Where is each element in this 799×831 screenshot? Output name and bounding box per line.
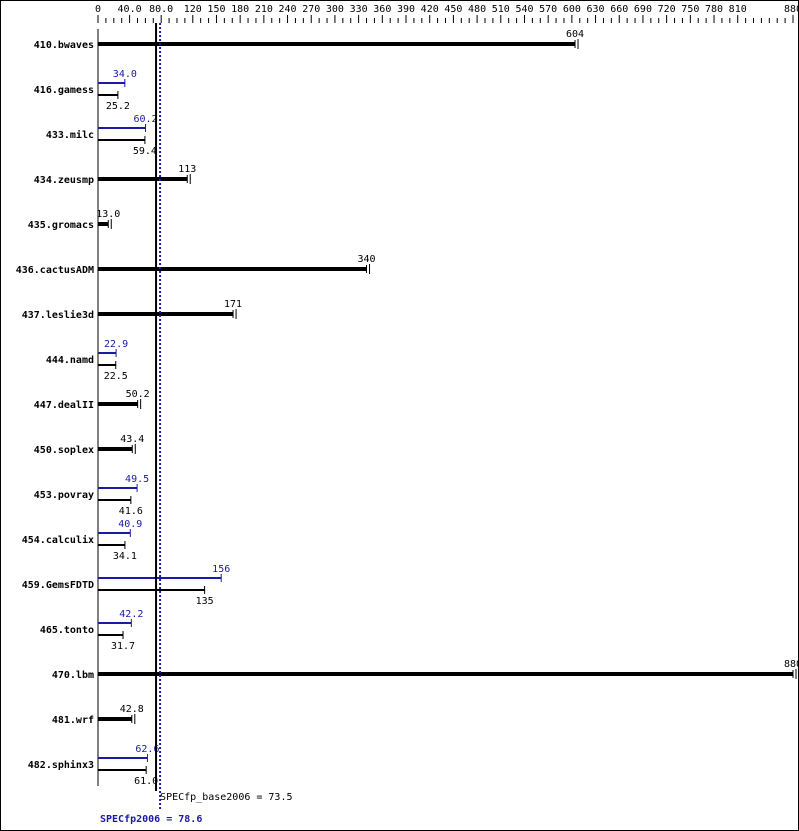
reference-label-base: SPECfp_base2006 = 73.5 bbox=[160, 792, 292, 803]
reference-label-peak: SPECfp2006 = 78.6 bbox=[100, 814, 202, 825]
tick-label: 630 bbox=[587, 4, 605, 15]
category-label: 450.soplex bbox=[34, 445, 94, 456]
category-label: 481.wrf bbox=[52, 715, 94, 726]
category-label: 436.cactusADM bbox=[16, 265, 94, 276]
tick-label: 780 bbox=[705, 4, 723, 15]
data-label-peak: 34.0 bbox=[113, 69, 137, 80]
tick-label: 40.0 bbox=[118, 4, 142, 15]
data-label-base: 13.0 bbox=[96, 209, 120, 220]
tick-label: 0 bbox=[95, 4, 101, 15]
data-label-base: 41.6 bbox=[119, 506, 143, 517]
tick-label: 510 bbox=[492, 4, 510, 15]
category-label: 454.calculix bbox=[22, 534, 94, 546]
tick-label: 660 bbox=[610, 4, 628, 15]
tick-label: 330 bbox=[350, 4, 368, 15]
data-label-peak: 62.6 bbox=[135, 744, 159, 755]
tick-label: 80.0 bbox=[149, 4, 173, 15]
data-label-peak: 42.2 bbox=[119, 609, 143, 620]
category-label: 447.dealII bbox=[34, 400, 94, 411]
tick-label: 300 bbox=[326, 4, 344, 15]
data-label-base: 31.7 bbox=[111, 641, 135, 652]
tick-label: 450 bbox=[444, 4, 462, 15]
tick-label: 540 bbox=[515, 4, 533, 15]
tick-label: 600 bbox=[563, 4, 581, 15]
data-label-base: 43.4 bbox=[120, 434, 144, 445]
tick-label: 810 bbox=[729, 4, 747, 15]
category-label: 459.GemsFDTD bbox=[22, 580, 94, 591]
data-label-base: 59.4 bbox=[133, 146, 157, 157]
data-label-peak: 40.9 bbox=[118, 519, 142, 530]
data-label-peak: 22.9 bbox=[104, 339, 128, 350]
data-label-peak: 60.2 bbox=[133, 114, 157, 125]
data-label-base: 340 bbox=[357, 254, 375, 265]
data-label-base: 22.5 bbox=[104, 371, 128, 382]
category-label: 410.bwaves bbox=[34, 40, 94, 51]
category-label: 433.milc bbox=[46, 129, 94, 141]
tick-label: 210 bbox=[255, 4, 273, 15]
data-label-base: 34.1 bbox=[113, 551, 137, 562]
category-label: 416.gamess bbox=[34, 85, 94, 96]
tick-label: 750 bbox=[681, 4, 699, 15]
data-label-base: 61.0 bbox=[134, 776, 158, 787]
tick-label: 270 bbox=[302, 4, 320, 15]
data-label-base: 171 bbox=[224, 299, 242, 310]
tick-label: 180 bbox=[231, 4, 249, 15]
tick-label: 360 bbox=[373, 4, 391, 15]
category-label: 470.lbm bbox=[52, 670, 94, 681]
category-label: 453.povray bbox=[34, 490, 94, 501]
category-label: 435.gromacs bbox=[28, 220, 94, 231]
data-label-base: 42.8 bbox=[120, 704, 144, 715]
category-label: 444.namd bbox=[46, 355, 94, 366]
tick-label: 880 bbox=[784, 4, 798, 15]
tick-label: 240 bbox=[279, 4, 297, 15]
tick-label: 120 bbox=[184, 4, 202, 15]
category-label: 465.tonto bbox=[40, 625, 94, 636]
tick-label: 390 bbox=[397, 4, 415, 15]
data-label-base: 113 bbox=[178, 164, 196, 175]
tick-label: 480 bbox=[468, 4, 486, 15]
data-label-base: 50.2 bbox=[126, 389, 150, 400]
data-label-base: 135 bbox=[196, 596, 214, 607]
tick-label: 570 bbox=[539, 4, 557, 15]
category-label: 434.zeusmp bbox=[34, 175, 94, 186]
data-label-base: 25.2 bbox=[106, 101, 130, 112]
data-label-peak: 156 bbox=[212, 564, 230, 575]
tick-label: 150 bbox=[207, 4, 225, 15]
tick-label: 720 bbox=[658, 4, 676, 15]
data-label-peak: 49.5 bbox=[125, 474, 149, 485]
tick-label: 690 bbox=[634, 4, 652, 15]
tick-label: 420 bbox=[421, 4, 439, 15]
category-label: 437.leslie3d bbox=[22, 309, 94, 321]
data-label-base: 880 bbox=[784, 659, 798, 670]
data-label-base: 604 bbox=[566, 29, 584, 40]
category-label: 482.sphinx3 bbox=[28, 759, 94, 771]
